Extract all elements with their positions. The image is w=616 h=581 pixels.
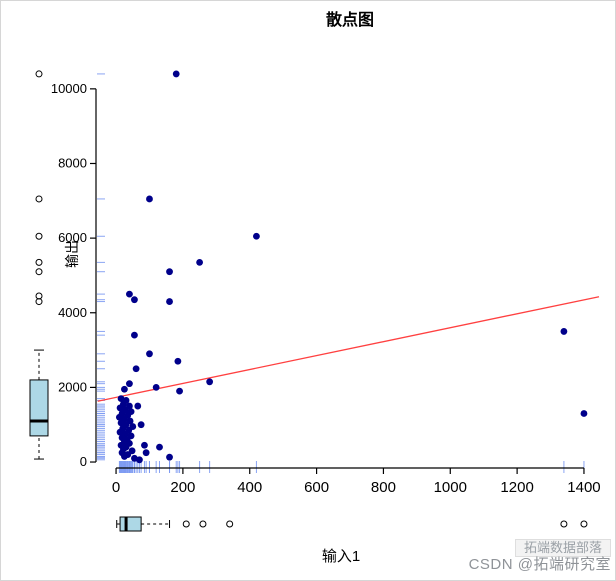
boxplot-outlier: [560, 520, 568, 528]
scatter-point: [116, 404, 124, 412]
x-tick-label: 0: [112, 479, 120, 496]
regression-line-layer: [97, 296, 600, 402]
scatter-point: [560, 328, 568, 335]
y-marginal-boxplot: [29, 70, 49, 460]
y-tick-label: 2000: [58, 379, 87, 394]
scatter-point: [580, 410, 588, 417]
y-tick-label: 8000: [58, 155, 87, 170]
scatter-point: [131, 331, 138, 339]
boxplot-outlier: [580, 520, 588, 528]
scatter-point: [166, 453, 173, 461]
scatter-point: [131, 296, 138, 304]
boxplot-outlier: [35, 70, 43, 78]
boxplot-outlier: [35, 268, 43, 276]
x-tick-label: 800: [371, 479, 396, 496]
scatter-point: [152, 383, 160, 391]
scatter-point: [196, 258, 204, 266]
scatter-point: [206, 378, 214, 386]
y-tick-label: 4000: [58, 305, 87, 320]
boxplot-outlier: [35, 258, 43, 266]
scatter-point: [121, 385, 128, 393]
scatter-point: [126, 290, 133, 298]
scatter-point: [146, 350, 153, 358]
boxplot-box: [119, 516, 142, 532]
axes-layer: 0 200 400 600 800 1000 1200 1400 0 2000 4000 6000 80…: [51, 81, 601, 496]
boxplot-outlier: [226, 520, 234, 528]
x-axis-label: 输入1: [322, 548, 360, 565]
x-tick-label: 1000: [434, 479, 467, 496]
scatter-point: [166, 268, 173, 276]
y-axis-label: 输出: [64, 240, 80, 268]
scatter-point: [134, 402, 142, 410]
scatter-point: [121, 453, 128, 460]
x-tick-label: 1200: [500, 479, 533, 496]
y-tick-label: 10000: [51, 81, 87, 96]
scatter-point: [137, 421, 145, 429]
boxplot-outlier: [35, 195, 43, 203]
y-tick-label: 0: [80, 454, 87, 469]
scatter-point: [126, 380, 133, 388]
scatter-point: [116, 428, 124, 436]
scatter-point: [136, 456, 143, 464]
boxplot-outlier: [199, 520, 207, 528]
scatter-point: [253, 232, 260, 240]
scatter-point: [166, 298, 173, 305]
boxplot-outlier: [35, 232, 43, 240]
x-marginal-boxplot: [116, 516, 588, 532]
scatter-point: [156, 443, 163, 451]
scatter-points-layer: [115, 70, 588, 464]
chart-title: 散点图: [326, 10, 374, 29]
x-tick-label: 200: [170, 479, 195, 496]
scatter-point: [142, 449, 150, 457]
scatter-point: [174, 357, 182, 365]
scatter-point: [176, 387, 183, 395]
x-tick-label: 600: [304, 479, 329, 496]
boxplot-box: [29, 379, 49, 437]
boxplot-outlier: [35, 292, 43, 300]
scatter-point: [146, 195, 153, 203]
regression-line: [97, 296, 600, 402]
scatter-point: [141, 441, 148, 449]
scatter-point: [132, 365, 140, 373]
y-tick-label: 6000: [58, 230, 87, 245]
x-tick-label: 1400: [567, 479, 600, 496]
boxplot-outlier: [182, 520, 190, 528]
scatter-point: [172, 70, 180, 78]
x-tick-label: 400: [237, 479, 262, 496]
rug-marks-layer: [97, 73, 585, 473]
